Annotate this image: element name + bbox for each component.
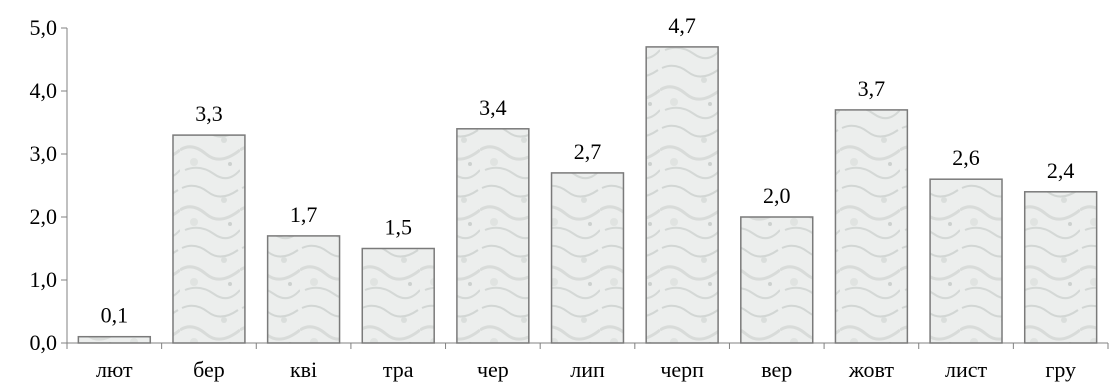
data-label-черп: 4,7 xyxy=(668,13,696,38)
bar-кві xyxy=(266,235,341,344)
x-category-label: бер xyxy=(193,357,225,382)
bar-жовт xyxy=(834,109,909,344)
x-axis: лют бер кві тра чер лип черп вер жовт лист гру xyxy=(66,342,1109,382)
data-label-лист: 2,6 xyxy=(952,145,980,170)
x-category-label: вер xyxy=(761,357,792,382)
bar-вер xyxy=(740,216,814,344)
bar-лют xyxy=(77,335,152,344)
y-tick-label: 3,0 xyxy=(30,141,58,166)
x-category-label: лип xyxy=(570,357,605,382)
data-label-лип: 2,7 xyxy=(574,139,602,164)
data-label-жовт: 3,7 xyxy=(858,76,886,101)
bar-series xyxy=(77,46,1098,344)
data-label-кві: 1,7 xyxy=(290,202,318,227)
data-label-чер: 3,4 xyxy=(479,95,507,120)
data-labels: 0,1 3,3 1,7 1,5 3,4 2,7 4,7 2,0 3,7 2,6 2,4 xyxy=(101,13,1075,328)
bar-гру xyxy=(1023,191,1098,344)
x-category-label: черп xyxy=(660,357,704,382)
x-category-label: тра xyxy=(383,357,414,382)
data-label-гру: 2,4 xyxy=(1047,158,1075,183)
bar-лист xyxy=(929,178,1003,344)
x-category-label: чер xyxy=(477,357,509,382)
bar-лип xyxy=(550,172,625,344)
y-axis: 0,0 1,0 2,0 3,0 4,0 5,0 xyxy=(30,15,68,355)
data-label-тра: 1,5 xyxy=(384,215,412,240)
y-tick-label: 1,0 xyxy=(30,267,58,292)
bar-черп xyxy=(645,46,719,344)
y-tick-label: 2,0 xyxy=(30,204,58,229)
x-category-label: гру xyxy=(1045,357,1076,382)
bar-бер xyxy=(172,134,246,344)
x-category-label: жовт xyxy=(848,357,894,382)
data-label-вер: 2,0 xyxy=(763,183,791,208)
x-category-label: кві xyxy=(290,357,317,382)
bar-тра xyxy=(361,247,435,344)
x-category-label: лют xyxy=(96,357,133,382)
x-category-label: лист xyxy=(945,357,988,382)
y-tick-label: 4,0 xyxy=(30,78,58,103)
y-tick-label: 0,0 xyxy=(30,330,58,355)
data-label-лют: 0,1 xyxy=(101,303,129,328)
y-tick-label: 5,0 xyxy=(30,15,58,40)
bar-чер xyxy=(456,128,530,344)
data-label-бер: 3,3 xyxy=(195,101,223,126)
